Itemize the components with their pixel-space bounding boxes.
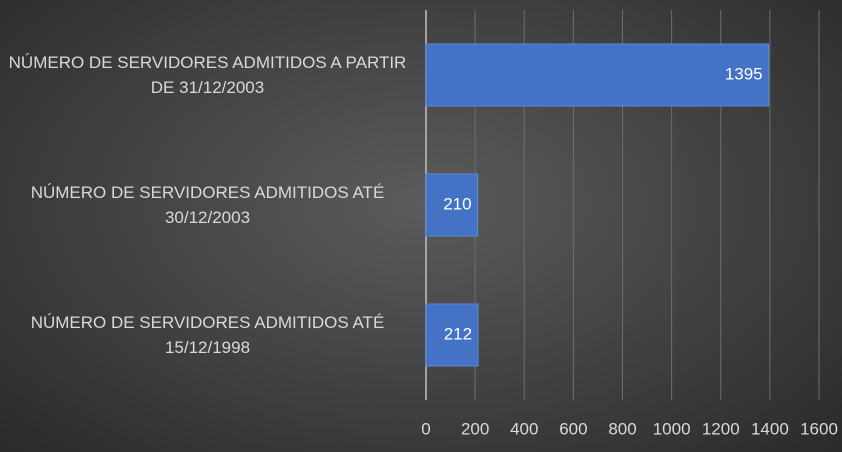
y-tick-label: NÚMERO DE SERVIDORES ADMITIDOS ATÉ 15/12… [30, 313, 385, 357]
value-label: 212 [444, 324, 472, 343]
x-tick-label: 1000 [653, 419, 691, 438]
x-tick-label: 800 [608, 419, 636, 438]
x-tick-label: 400 [510, 419, 538, 438]
x-tick-label: 200 [461, 419, 489, 438]
x-tick-label: 600 [559, 419, 587, 438]
x-tick-label: 1400 [751, 419, 789, 438]
bar [425, 43, 770, 107]
y-tick-label: NÚMERO DE SERVIDORES ADMITIDOS A PARTIR … [8, 53, 407, 97]
y-tick-label: NÚMERO DE SERVIDORES ADMITIDOS ATÉ 30/12… [30, 183, 385, 227]
x-tick-label: 1200 [702, 419, 740, 438]
x-tick-label: 0 [421, 419, 430, 438]
value-label: 1395 [725, 64, 763, 83]
bar [425, 173, 479, 237]
x-tick-label: 1600 [800, 419, 838, 438]
value-label: 210 [443, 194, 471, 213]
bar [425, 303, 479, 367]
